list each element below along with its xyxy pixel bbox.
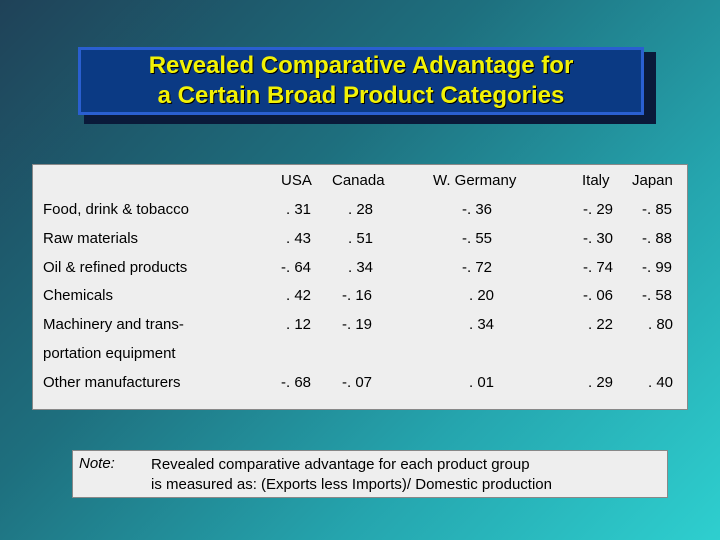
cell-raw-italy: -. 30 (583, 230, 614, 247)
column-header-w-germany: W. Germany (433, 172, 517, 189)
cell-other-japan: . 40 (648, 374, 674, 391)
cell-mach-italy: . 22 (588, 316, 614, 333)
column-header-italy: Italy (582, 172, 610, 189)
table-panel (32, 164, 688, 410)
cell-chem-canada: -. 16 (342, 287, 373, 304)
cell-chem-w-germany: . 20 (469, 287, 495, 304)
cell-other-usa: -. 68 (281, 374, 312, 391)
note-text: Revealed comparative advantage for each … (151, 456, 552, 493)
cell-food-usa: . 31 (286, 201, 312, 218)
row-label-raw-materials: Raw materials (43, 230, 139, 247)
row-label-machinery-cont: portation equipment (43, 345, 176, 362)
cell-food-italy: -. 29 (583, 201, 614, 218)
cell-other-w-germany: . 01 (469, 374, 495, 391)
cell-raw-japan: -. 88 (642, 230, 673, 247)
cell-oil-w-germany: -. 72 (462, 259, 493, 276)
cell-oil-italy: -. 74 (583, 259, 614, 276)
cell-chem-japan: -. 58 (642, 287, 673, 304)
cell-chem-italy: -. 06 (583, 287, 614, 304)
row-label-machinery: Machinery and trans- (43, 316, 184, 333)
slide-title: Revealed Comparative Advantage for a Cer… (148, 52, 574, 109)
cell-raw-usa: . 43 (286, 230, 312, 247)
cell-oil-canada: . 34 (348, 259, 374, 276)
row-label-oil: Oil & refined products (43, 259, 188, 276)
cell-chem-usa: . 42 (286, 287, 312, 304)
cell-mach-canada: -. 19 (342, 316, 373, 333)
column-header-usa: USA (281, 172, 312, 189)
row-label-food: Food, drink & tobacco (43, 201, 189, 218)
cell-raw-w-germany: -. 55 (462, 230, 493, 247)
column-header-japan: Japan (632, 172, 673, 189)
note-label: Note: (79, 455, 115, 472)
cell-mach-japan: . 80 (648, 316, 674, 333)
note-panel (72, 450, 668, 498)
cell-oil-japan: -. 99 (642, 259, 673, 276)
cell-raw-canada: . 51 (348, 230, 374, 247)
cell-oil-usa: -. 64 (281, 259, 312, 276)
row-label-chemicals: Chemicals (43, 287, 114, 304)
cell-other-italy: . 29 (588, 374, 614, 391)
title-box: Revealed Comparative Advantage for a Cer… (78, 47, 644, 115)
cell-food-canada: . 28 (348, 201, 374, 218)
cell-other-canada: -. 07 (342, 374, 373, 391)
cell-food-japan: -. 85 (642, 201, 673, 218)
row-label-other: Other manufacturers (43, 374, 181, 391)
column-header-canada: Canada (332, 172, 385, 189)
cell-food-w-germany: -. 36 (462, 201, 493, 218)
cell-mach-usa: . 12 (286, 316, 312, 333)
cell-mach-w-germany: . 34 (469, 316, 495, 333)
